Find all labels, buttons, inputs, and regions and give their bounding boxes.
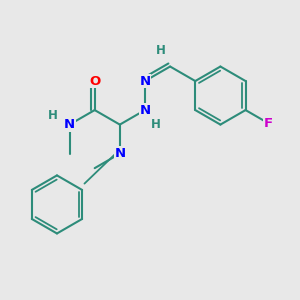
Text: H: H: [151, 118, 160, 131]
Text: H: H: [48, 109, 58, 122]
Text: H: H: [156, 44, 166, 57]
Text: N: N: [140, 103, 151, 117]
Text: N: N: [64, 118, 75, 131]
Text: F: F: [264, 117, 273, 130]
Text: N: N: [140, 74, 151, 88]
Text: O: O: [89, 74, 100, 88]
Text: N: N: [114, 147, 125, 160]
